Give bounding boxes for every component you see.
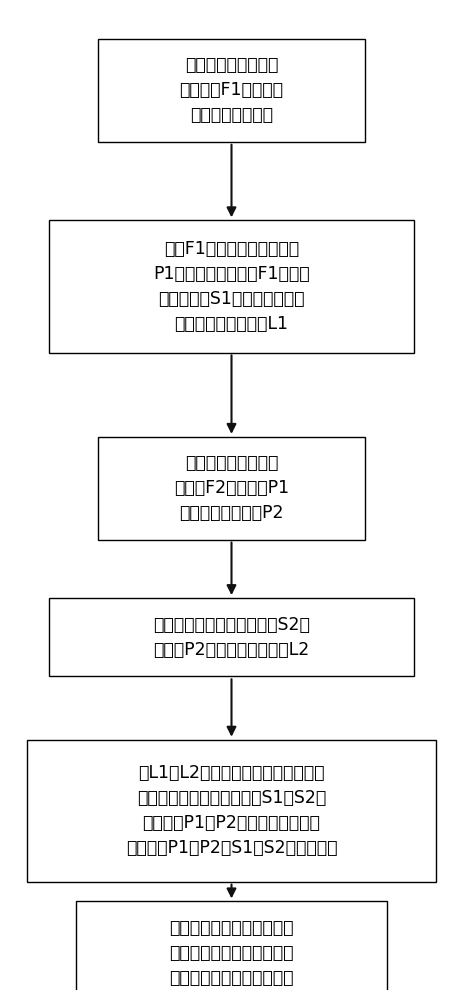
Text: 在第二相机的另一个相位图S2中
找到与P2相位值相同的曲线L2: 在第二相机的另一个相位图S2中 找到与P2相位值相同的曲线L2	[153, 616, 310, 659]
Text: 对于F1上的任何一个采样点
P1，在第二相机的与F1方向相
同的相位图S1中找到一条与该
点相位值相同的曲线L1: 对于F1上的任何一个采样点 P1，在第二相机的与F1方向相 同的相位图S1中找到…	[153, 240, 310, 333]
Text: 重复上述步骤，得到第一相
机相位图上的所有采样点在
第二相机相位图上的对应点: 重复上述步骤，得到第一相 机相位图上的所有采样点在 第二相机相位图上的对应点	[169, 919, 294, 987]
FancyBboxPatch shape	[49, 598, 414, 676]
Text: 将L1和L2上像素坐标距离最小的两个
点的像素坐标的平均值作为S1和S2上
与采样点P1和P2对应的点的像素坐
标，得到P1和P2在S1和S2上的对应点: 将L1和L2上像素坐标距离最小的两个 点的像素坐标的平均值作为S1和S2上 与采…	[126, 764, 337, 857]
Text: 在第一相机的其中一
个相位图F1上划分虚
拟网格得到采样点: 在第一相机的其中一 个相位图F1上划分虚 拟网格得到采样点	[180, 56, 283, 124]
FancyBboxPatch shape	[27, 740, 436, 882]
FancyBboxPatch shape	[98, 39, 365, 142]
FancyBboxPatch shape	[98, 437, 365, 540]
FancyBboxPatch shape	[49, 220, 414, 353]
FancyBboxPatch shape	[76, 901, 387, 1000]
Text: 在第一相机的另一个
相位图F2上找到与P1
像素坐标相同的点P2: 在第一相机的另一个 相位图F2上找到与P1 像素坐标相同的点P2	[174, 454, 289, 522]
